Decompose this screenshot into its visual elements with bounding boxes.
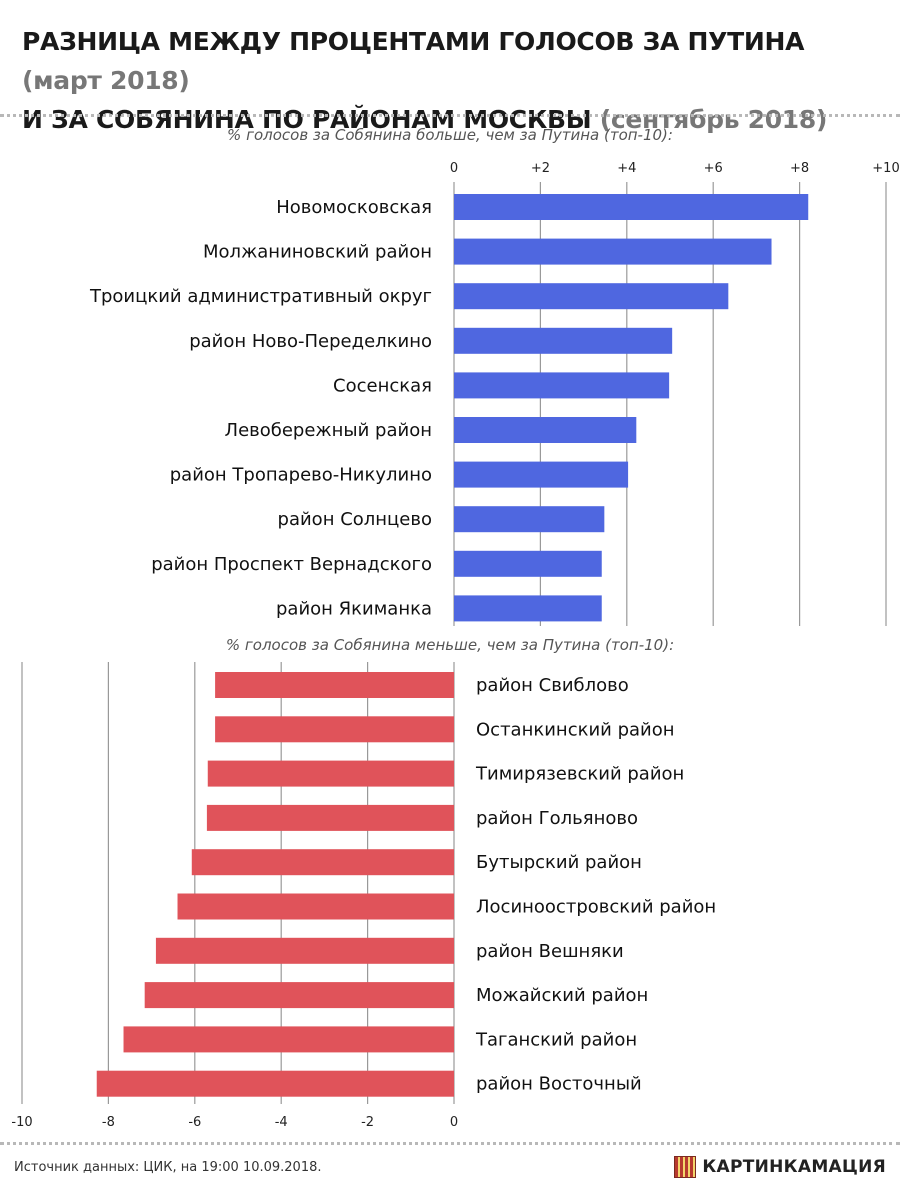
top-dotted-divider — [0, 114, 900, 117]
positive-bar — [454, 194, 809, 220]
negative-bar — [177, 893, 454, 920]
positive-tick-label: +2 — [531, 161, 550, 176]
positive-tick-label: +4 — [617, 161, 636, 176]
negative-bar — [215, 672, 454, 698]
negative-bar — [207, 760, 454, 787]
chart-title: РАЗНИЦА МЕЖДУ ПРОЦЕНТАМИ ГОЛОСОВ ЗА ПУТИ… — [22, 22, 882, 139]
negative-bar — [191, 849, 454, 876]
negative-tick-label: -8 — [102, 1115, 115, 1130]
negative-category-label: район Вешняки — [476, 941, 624, 962]
positive-tick-label: +6 — [704, 161, 723, 176]
negative-tick-label: -10 — [11, 1115, 32, 1130]
negative-tick-label: -4 — [275, 1115, 288, 1130]
title-line2-main: И ЗА СОБЯНИНА ПО РАЙОНАМ МОСКВЫ — [22, 105, 592, 134]
negative-bar — [206, 804, 454, 831]
brand: КАРТИНКАМАЦИЯ — [674, 1156, 886, 1178]
positive-bar — [454, 417, 637, 443]
brand-name: КАРТИНКАМАЦИЯ — [702, 1157, 886, 1177]
negative-category-label: район Свиблово — [476, 675, 629, 696]
positive-tick-label: +8 — [790, 161, 809, 176]
negative-bar — [96, 1070, 455, 1097]
positive-category-label: район Солнцево — [278, 509, 432, 530]
negative-category-label: Таганский район — [475, 1029, 637, 1050]
data-source-note: Источник данных: ЦИК, на 19:00 10.09.201… — [14, 1160, 322, 1175]
negative-category-label: Можайский район — [476, 985, 648, 1006]
negative-tick-label: -2 — [361, 1115, 374, 1130]
title-line2-note: (сентябрь 2018) — [599, 105, 828, 134]
positive-bar — [454, 238, 772, 265]
positive-bar — [454, 550, 602, 577]
positive-bar — [454, 283, 729, 310]
negative-category-label: Лосиноостровский район — [476, 897, 716, 918]
positive-category-label: Сосенская — [333, 375, 432, 396]
positive-bar — [454, 372, 670, 399]
positive-category-label: район Тропарево-Никулино — [170, 465, 432, 486]
negative-category-label: район Гольяново — [476, 808, 638, 829]
positive-bar — [454, 327, 673, 354]
negative-bar — [155, 937, 455, 964]
negative-category-label: район Восточный — [476, 1074, 642, 1095]
positive-category-label: район Якиманка — [276, 598, 432, 619]
positive-category-label: Левобережный район — [225, 420, 432, 441]
negative-bar — [123, 1026, 455, 1053]
negative-tick-label: 0 — [450, 1115, 458, 1130]
negative-category-label: Останкинский район — [476, 719, 675, 740]
negative-category-label: Бутырский район — [476, 852, 642, 873]
kartinkamaciya-logo-icon — [674, 1156, 697, 1178]
title-line1-note: (март 2018) — [22, 66, 190, 95]
title-line1-main: РАЗНИЦА МЕЖДУ ПРОЦЕНТАМИ ГОЛОСОВ ЗА ПУТИ… — [22, 27, 805, 56]
positive-tick-label: 0 — [450, 161, 458, 176]
positive-bar — [454, 506, 605, 533]
negative-bar — [144, 982, 455, 1009]
positive-category-label: Молжаниновский район — [203, 242, 432, 263]
positive-bar — [454, 461, 629, 488]
positive-category-label: район Проспект Вернадского — [151, 554, 432, 575]
negative-tick-label: -6 — [188, 1115, 201, 1130]
negative-chart-subtitle: % голосов за Собянина меньше, чем за Пут… — [225, 636, 675, 654]
positive-tick-label: +10 — [872, 161, 899, 176]
negative-bar — [215, 716, 454, 743]
negative-category-label: Тимирязевский район — [475, 764, 684, 785]
positive-bar — [454, 595, 602, 622]
positive-chart-subtitle: % голосов за Собянина больше, чем за Пут… — [227, 126, 673, 144]
positive-category-label: Троицкий административный округ — [89, 286, 432, 307]
bottom-dotted-divider — [0, 1142, 900, 1145]
positive-category-label: район Ново-Переделкино — [189, 331, 432, 352]
positive-category-label: Новомосковская — [276, 197, 432, 218]
